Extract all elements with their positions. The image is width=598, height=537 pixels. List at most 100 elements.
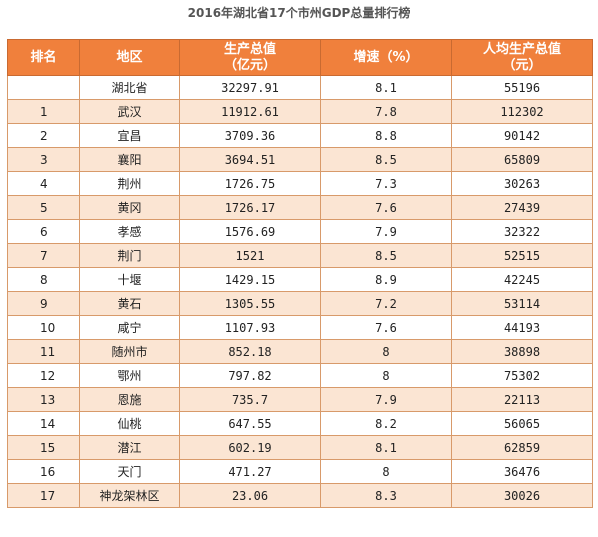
table-header-row: 排名 地区 生产总值 （亿元） 增速（%） 人均生产总值 （元） — [7, 39, 593, 76]
rank-cell: 4 — [7, 171, 80, 196]
growth-cell: 7.9 — [320, 387, 452, 412]
region-cell: 咸宁 — [79, 315, 180, 340]
table-row: 12 鄂州 797.82 8 75302 — [7, 363, 593, 388]
region-cell: 恩施 — [79, 387, 180, 412]
rank-cell: 15 — [7, 435, 80, 460]
region-cell: 黄冈 — [79, 195, 180, 220]
rank-cell: 3 — [7, 147, 80, 172]
per-capita-cell: 52515 — [451, 243, 593, 268]
gdp-cell: 11912.61 — [179, 99, 321, 124]
region-cell: 宜昌 — [79, 123, 180, 148]
table-row: 11 随州市 852.18 8 38898 — [7, 339, 593, 364]
per-capita-cell: 65809 — [451, 147, 593, 172]
rank-cell: 9 — [7, 291, 80, 316]
per-capita-cell: 32322 — [451, 219, 593, 244]
growth-cell: 7.6 — [320, 195, 452, 220]
table-row: 14 仙桃 647.55 8.2 56065 — [7, 411, 593, 436]
per-capita-cell: 42245 — [451, 267, 593, 292]
table-row: 9 黄石 1305.55 7.2 53114 — [7, 291, 593, 316]
gdp-cell: 735.7 — [179, 387, 321, 412]
growth-cell: 7.2 — [320, 291, 452, 316]
table-row: 1 武汉 11912.61 7.8 112302 — [7, 99, 593, 124]
region-cell: 潜江 — [79, 435, 180, 460]
rank-cell: 11 — [7, 339, 80, 364]
header-rank: 排名 — [7, 39, 80, 76]
gdp-cell: 797.82 — [179, 363, 321, 388]
per-capita-cell: 44193 — [451, 315, 593, 340]
table-row: 5 黄冈 1726.17 7.6 27439 — [7, 195, 593, 220]
growth-cell: 7.8 — [320, 99, 452, 124]
table-row: 7 荆门 1521 8.5 52515 — [7, 243, 593, 268]
table-row: 2 宜昌 3709.36 8.8 90142 — [7, 123, 593, 148]
page-title: 2016年湖北省17个市州GDP总量排行榜 — [187, 6, 411, 20]
region-cell: 武汉 — [79, 99, 180, 124]
region-cell: 荆州 — [79, 171, 180, 196]
per-capita-cell: 53114 — [451, 291, 593, 316]
region-cell: 湖北省 — [79, 75, 180, 100]
header-gdp: 生产总值 （亿元） — [179, 39, 321, 76]
growth-cell: 7.6 — [320, 315, 452, 340]
rank-cell: 1 — [7, 99, 80, 124]
growth-cell: 8.5 — [320, 243, 452, 268]
per-capita-cell: 38898 — [451, 339, 593, 364]
gdp-cell: 1521 — [179, 243, 321, 268]
rank-cell: 16 — [7, 459, 80, 484]
rank-cell: 8 — [7, 267, 80, 292]
per-capita-cell: 62859 — [451, 435, 593, 460]
region-cell: 孝感 — [79, 219, 180, 244]
gdp-cell: 1305.55 — [179, 291, 321, 316]
gdp-cell: 1107.93 — [179, 315, 321, 340]
table-row: 10 咸宁 1107.93 7.6 44193 — [7, 315, 593, 340]
region-cell: 十堰 — [79, 267, 180, 292]
growth-cell: 8.5 — [320, 147, 452, 172]
gdp-ranking-table: 排名 地区 生产总值 （亿元） 增速（%） 人均生产总值 （元） 湖北省 3229… — [7, 39, 593, 508]
gdp-cell: 3694.51 — [179, 147, 321, 172]
per-capita-cell: 22113 — [451, 387, 593, 412]
growth-cell: 8.1 — [320, 435, 452, 460]
gdp-cell: 647.55 — [179, 411, 321, 436]
growth-cell: 8 — [320, 363, 452, 388]
growth-cell: 7.9 — [320, 219, 452, 244]
per-capita-cell: 27439 — [451, 195, 593, 220]
rank-cell — [7, 75, 80, 100]
header-per-capita: 人均生产总值 （元） — [451, 39, 593, 76]
growth-cell: 8.9 — [320, 267, 452, 292]
table-row: 6 孝感 1576.69 7.9 32322 — [7, 219, 593, 244]
rank-cell: 14 — [7, 411, 80, 436]
growth-cell: 7.3 — [320, 171, 452, 196]
per-capita-cell: 36476 — [451, 459, 593, 484]
table-row: 4 荆州 1726.75 7.3 30263 — [7, 171, 593, 196]
rank-cell: 13 — [7, 387, 80, 412]
region-cell: 黄石 — [79, 291, 180, 316]
table-body: 湖北省 32297.91 8.1 55196 1 武汉 11912.61 7.8 112302 2… — [7, 75, 593, 508]
per-capita-cell: 112302 — [451, 99, 593, 124]
table-row: 湖北省 32297.91 8.1 55196 — [7, 75, 593, 100]
growth-cell: 8.3 — [320, 483, 452, 508]
rank-cell: 2 — [7, 123, 80, 148]
gdp-cell: 602.19 — [179, 435, 321, 460]
growth-cell: 8.1 — [320, 75, 452, 100]
per-capita-cell: 56065 — [451, 411, 593, 436]
region-cell: 鄂州 — [79, 363, 180, 388]
gdp-cell: 32297.91 — [179, 75, 321, 100]
rank-cell: 5 — [7, 195, 80, 220]
per-capita-cell: 30026 — [451, 483, 593, 508]
region-cell: 襄阳 — [79, 147, 180, 172]
region-cell: 仙桃 — [79, 411, 180, 436]
growth-cell: 8.2 — [320, 411, 452, 436]
gdp-cell: 471.27 — [179, 459, 321, 484]
header-region: 地区 — [79, 39, 180, 76]
gdp-cell: 1429.15 — [179, 267, 321, 292]
header-growth: 增速（%） — [320, 39, 452, 76]
region-cell: 随州市 — [79, 339, 180, 364]
rank-cell: 7 — [7, 243, 80, 268]
per-capita-cell: 55196 — [451, 75, 593, 100]
table-row: 3 襄阳 3694.51 8.5 65809 — [7, 147, 593, 172]
rank-cell: 10 — [7, 315, 80, 340]
per-capita-cell: 30263 — [451, 171, 593, 196]
region-cell: 荆门 — [79, 243, 180, 268]
gdp-cell: 1726.75 — [179, 171, 321, 196]
per-capita-cell: 75302 — [451, 363, 593, 388]
gdp-cell: 852.18 — [179, 339, 321, 364]
table-row: 8 十堰 1429.15 8.9 42245 — [7, 267, 593, 292]
